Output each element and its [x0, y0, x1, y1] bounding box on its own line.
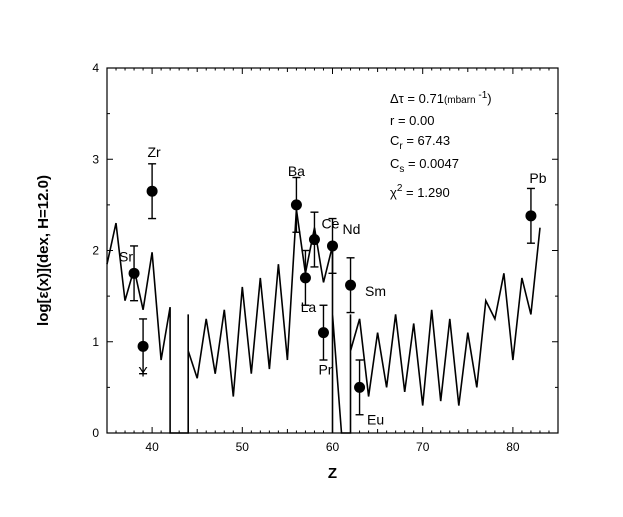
element-label-sr: Sr [119, 248, 133, 264]
observed-point-y [137, 340, 149, 352]
fit-parameter-line: Δτ = 0.71(mbarn -1) [390, 90, 492, 106]
element-label-zr: Zr [147, 144, 161, 160]
element-label-y: Y [138, 363, 148, 379]
element-label-la: La [301, 299, 317, 315]
model-curve [106, 209, 541, 434]
observed-point-ce [308, 234, 320, 246]
x-axis-title: Z [328, 465, 337, 482]
observed-point-zr [146, 185, 158, 197]
x-tick-label: 70 [416, 440, 430, 454]
x-tick-label: 80 [506, 440, 520, 454]
x-tick-label: 60 [326, 440, 340, 454]
fit-parameter-line: Cr = 67.43 [390, 133, 450, 152]
fit-parameter-line: χ2 = 1.290 [390, 183, 450, 200]
fit-parameters: Δτ = 0.71(mbarn -1) r = 0.00 Cr = 67.43 Cs… [390, 90, 492, 200]
axis-ticks: 40 50 60 70 80 0 1 2 3 4 [92, 61, 559, 454]
element-label-ce: Ce [322, 216, 340, 232]
observed-point-ba [290, 199, 302, 211]
observed-point-la [299, 272, 311, 284]
fit-parameter-line: r = 0.00 [390, 113, 434, 128]
element-label-eu: Eu [367, 411, 384, 427]
y-tick-label: 0 [92, 426, 99, 440]
y-tick-label: 2 [92, 244, 99, 258]
observed-point-pr [317, 327, 329, 339]
model-series-line [106, 209, 541, 434]
element-label-sm: Sm [365, 283, 386, 299]
observed-point-sm [345, 279, 357, 291]
observed-point-nd [327, 240, 338, 252]
y-axis-title: log[ε(x)](dex, H=12.0) [35, 175, 52, 326]
observed-point-sr [128, 267, 140, 279]
observed-point-pb [525, 210, 537, 222]
y-tick-label: 3 [92, 152, 99, 166]
element-label-ba: Ba [288, 163, 305, 179]
fit-parameter-line: Cs = 0.0047 [390, 156, 459, 175]
element-label-pb: Pb [529, 170, 546, 186]
observed-points: Sr Y Zr Ba La Ce Pr Nd Sm Eu Pb [119, 144, 547, 427]
x-tick-label: 40 [145, 440, 159, 454]
y-tick-label: 4 [92, 61, 99, 75]
observed-point-eu [354, 381, 366, 393]
y-tick-label: 1 [92, 335, 99, 349]
x-tick-label: 50 [236, 440, 250, 454]
element-label-pr: Pr [318, 362, 332, 378]
element-label-nd: Nd [343, 221, 361, 237]
